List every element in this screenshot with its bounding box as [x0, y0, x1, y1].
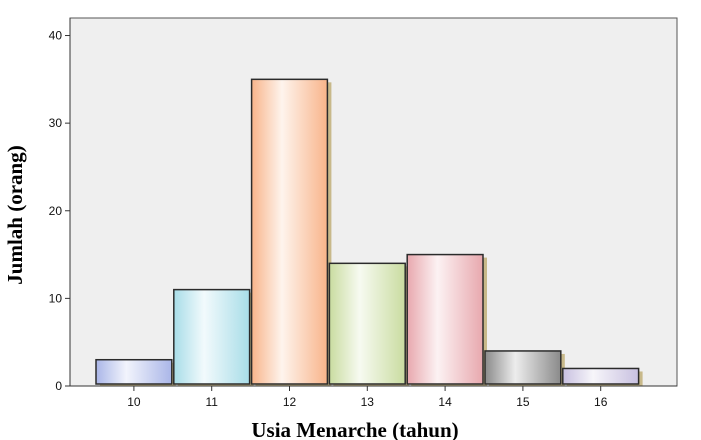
x-tick-label: 12 [283, 395, 297, 409]
bar [173, 288, 251, 385]
y-axis-title: Jumlah (orang) [3, 145, 27, 284]
x-tick-label: 13 [361, 395, 375, 409]
bar [250, 78, 329, 385]
x-tick-label: 11 [205, 395, 218, 409]
bar [328, 262, 406, 385]
bar-15 [484, 350, 565, 386]
x-tick-label: 15 [516, 395, 530, 409]
bar [95, 358, 173, 385]
x-axis: 10 11 12 13 14 15 16 [70, 385, 677, 409]
bar-11 [173, 288, 254, 386]
bar-12 [250, 78, 332, 386]
bar [484, 350, 562, 385]
x-axis-title: Usia Menarche (tahun) [251, 418, 458, 440]
y-tick-label: 40 [49, 29, 63, 43]
bar-13 [328, 262, 410, 386]
bars-layer [95, 78, 643, 386]
x-tick-label: 14 [438, 395, 452, 409]
x-tick-label: 10 [127, 395, 141, 409]
bar [562, 367, 640, 385]
bar-16 [562, 367, 643, 386]
y-tick-label: 10 [49, 291, 63, 305]
y-tick-label: 20 [49, 204, 63, 218]
x-tick-label: 16 [594, 395, 608, 409]
y-tick-label: 0 [55, 379, 62, 393]
bar-10 [95, 358, 176, 386]
y-tick-label: 30 [49, 116, 63, 130]
y-axis: 0 10 20 30 40 [49, 18, 71, 393]
bar [406, 253, 484, 385]
bar-14 [406, 253, 487, 386]
